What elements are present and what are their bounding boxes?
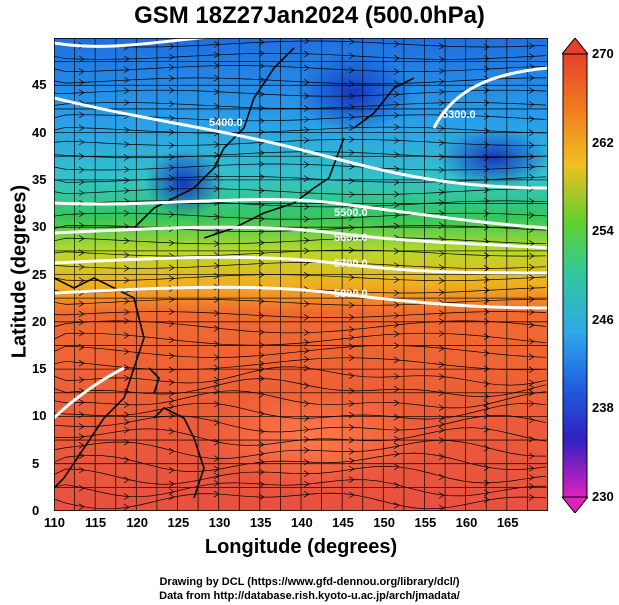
x-tick-label: 160 xyxy=(455,515,478,530)
credit-dcl: Drawing by DCL (https://www.gfd-dennou.o… xyxy=(159,576,460,588)
colorbar-tick-label: 246 xyxy=(592,311,614,327)
x-tick-label: 110 xyxy=(44,515,65,530)
x-tick-label: 155 xyxy=(414,515,437,530)
contour-label: 5600.0 xyxy=(334,232,368,244)
contour-label: 5800.0 xyxy=(334,288,368,300)
x-tick-label: 115 xyxy=(85,515,107,530)
x-tick-label: 165 xyxy=(496,515,519,530)
warm-area xyxy=(204,388,424,488)
contour-label: 5400.0 xyxy=(209,117,243,129)
x-tick-label: 130 xyxy=(208,515,231,530)
height-contours xyxy=(52,31,549,420)
x-axis-label: Longitude (degrees) xyxy=(204,536,398,558)
contour-label: 5700.0 xyxy=(334,258,368,270)
credit-data: Data from http://database.rish.kyoto-u.a… xyxy=(159,590,460,602)
map-canvas: 5400.0 5300.0 5500.0 5600.0 5700.0 5800.… xyxy=(52,31,549,512)
contour-label: 5500.0 xyxy=(334,207,368,219)
y-tick-label: 30 xyxy=(32,219,47,235)
colorbar-tick-label: 262 xyxy=(592,134,614,150)
grid-lines xyxy=(53,37,549,512)
y-tick-label: 5 xyxy=(32,455,40,471)
cold-pool-north xyxy=(294,53,414,133)
y-tick-label: 0 xyxy=(32,503,40,518)
chart-title: GSM 18Z27Jan2024 (500.0hPa) xyxy=(134,2,485,29)
y-tick-label: 25 xyxy=(32,266,47,282)
y-tick-label: 15 xyxy=(32,361,47,377)
colorbar xyxy=(560,37,590,518)
y-axis-label: Latitude (degrees) xyxy=(8,184,31,359)
colorbar-tick-label: 254 xyxy=(592,223,614,239)
y-tick-label: 40 xyxy=(32,124,47,140)
y-tick-label: 45 xyxy=(32,77,47,93)
x-tick-label: 125 xyxy=(167,515,190,530)
y-tick-label: 35 xyxy=(32,171,47,187)
x-tick-label: 135 xyxy=(249,515,272,530)
map-plot: 5400.0 5300.0 5500.0 5600.0 5700.0 5800.… xyxy=(52,31,549,516)
colorbar-graphic xyxy=(560,37,590,514)
colorbar-tick-label: 270 xyxy=(592,46,614,61)
contour-labels: 5400.0 5300.0 5500.0 5600.0 5700.0 5800.… xyxy=(209,109,476,300)
contour-label: 5300.0 xyxy=(442,109,476,121)
y-tick-label: 20 xyxy=(32,313,47,329)
y-tick-label: 10 xyxy=(32,408,47,424)
cold-pool-east xyxy=(439,128,549,188)
colorbar-tick-label: 238 xyxy=(592,400,614,416)
x-tick-label: 145 xyxy=(332,515,354,530)
x-tick-label: 150 xyxy=(373,515,396,530)
colorbar-tick-label: 230 xyxy=(592,489,614,504)
x-tick-label: 140 xyxy=(291,515,313,530)
x-tick-label: 120 xyxy=(126,515,149,530)
